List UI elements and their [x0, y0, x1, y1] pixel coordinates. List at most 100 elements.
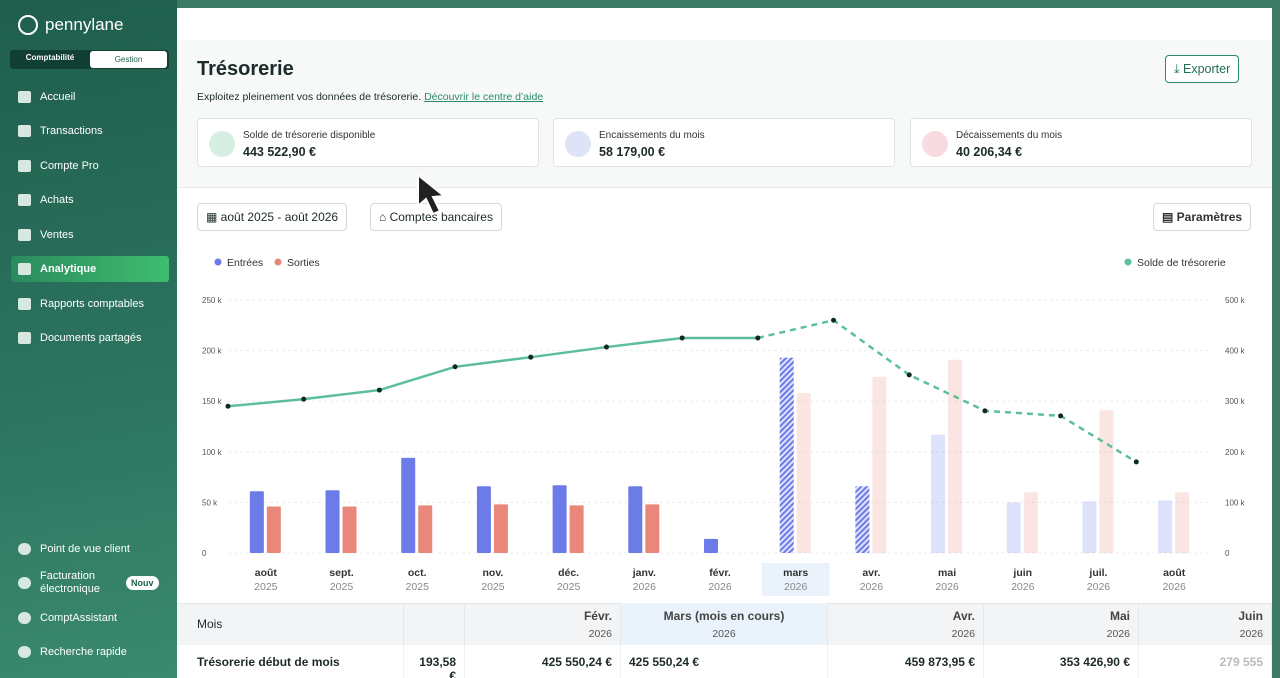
nav-label: Accueil — [40, 91, 76, 103]
legend-swatch — [274, 258, 282, 266]
bar — [931, 434, 946, 553]
bar — [418, 505, 433, 553]
toggle-option[interactable]: Gestion — [90, 51, 167, 68]
x-tick-label: déc. — [558, 567, 579, 579]
y2-tick-label: 100 k — [1225, 498, 1246, 507]
bar — [779, 357, 794, 553]
x-tick-label: févr. — [709, 567, 731, 579]
settings-label: Paramètres — [1176, 210, 1243, 224]
y-tick-label: 0 — [202, 549, 207, 558]
line — [227, 336, 758, 408]
nav-item[interactable]: Achats — [18, 189, 74, 211]
toggle-option[interactable]: Comptabilité — [25, 53, 75, 62]
active-bg — [11, 256, 169, 282]
y-tick-label: 200 k — [202, 347, 223, 356]
bar — [948, 359, 963, 553]
settings-button[interactable]: ▤ Paramètres — [1153, 203, 1252, 231]
y-tick-label: 50 k — [202, 498, 218, 507]
bar — [645, 504, 660, 553]
kpi-card: Solde de trésorerie disponible 443 522,90… — [197, 118, 539, 167]
nav-label: Documents partagés — [40, 332, 142, 344]
nav-label: Transactions — [40, 125, 103, 137]
y-tick-label: 250 k — [202, 296, 223, 305]
x-tick-year: 2025 — [481, 581, 505, 593]
table-cell: 193,58 € — [404, 645, 465, 678]
subtitle: Exploitez pleinement vos données de trés… — [197, 91, 543, 103]
nav-label: Rapports comptables — [40, 298, 144, 310]
kpi-label: Solde de trésorerie disponible — [243, 130, 376, 141]
badge: Nouv — [126, 576, 159, 590]
y2-tick-label: 400 k — [1225, 347, 1246, 356]
column-year: 2026 — [951, 628, 975, 640]
nav-item[interactable]: Rapports comptables — [18, 293, 144, 315]
nav-label: Compte Pro — [40, 160, 99, 172]
nav-item[interactable]: Point de vue client — [18, 538, 130, 560]
nav-item[interactable]: ComptAssistant — [18, 607, 117, 629]
x-tick-year: 2025 — [406, 581, 430, 593]
bar — [342, 506, 357, 553]
table-cell: 459 873,95 € — [828, 645, 984, 678]
x-tick-year: 2026 — [633, 581, 657, 593]
help-link[interactable]: Découvrir le centre d’aide — [424, 91, 544, 103]
x-tick-year: 2026 — [860, 581, 884, 593]
column-title: Avr. — [952, 609, 975, 623]
period-button[interactable]: ▦ août 2025 - août 2026 — [197, 203, 348, 231]
nav-item[interactable]: Recherche rapide — [18, 641, 127, 663]
bar — [704, 538, 718, 553]
x-tick-label: janv. — [632, 567, 656, 579]
bar — [855, 486, 870, 553]
bar — [872, 376, 887, 553]
table-header-cell: Mois — [177, 603, 404, 645]
nav-item[interactable]: Transactions — [18, 120, 103, 142]
export-label: Exporter — [1183, 62, 1231, 76]
x-tick-label: nov. — [483, 567, 504, 579]
x-tick-label: oct. — [408, 567, 427, 579]
bar — [476, 486, 491, 553]
x-tick-year: 2025 — [254, 581, 278, 593]
column-title: Mois — [197, 617, 223, 631]
x-tick-label: août — [1163, 567, 1186, 579]
nav-item[interactable]: Documents partagés — [18, 327, 142, 349]
point — [603, 344, 609, 350]
nav-item[interactable]: Accueil — [18, 86, 75, 108]
bar — [1099, 410, 1114, 553]
highlight-band — [761, 563, 830, 596]
table-header-cell: Mars (mois en cours) 2026 — [621, 603, 828, 645]
bar — [1006, 502, 1021, 553]
point — [1133, 459, 1139, 465]
column-title: Mai — [1109, 609, 1130, 623]
nav-item[interactable]: Ventes — [18, 224, 74, 246]
bar — [1175, 492, 1190, 553]
nav-item[interactable]: Analytique — [18, 258, 96, 280]
legend-label: Solde de trésorerie — [1137, 257, 1226, 269]
nav-item[interactable]: Facturation électronique — [18, 569, 108, 597]
nav-label: Point de vue client — [40, 543, 130, 555]
cursor — [417, 172, 447, 216]
y2-tick-label: 300 k — [1225, 397, 1246, 406]
bar — [266, 506, 281, 553]
bar — [1082, 501, 1097, 553]
kpi-label: Encaissements du mois — [599, 130, 705, 141]
x-tick-year: 2025 — [330, 581, 354, 593]
point — [528, 354, 534, 360]
subtitle-text: Exploitez pleinement vos données de trés… — [197, 91, 422, 103]
nav-label: Recherche rapide — [40, 646, 127, 658]
main-panel: Trésorerie Exploitez pleinement vos donn… — [177, 8, 1272, 678]
legend-swatch — [1124, 258, 1132, 266]
table-cell: 425 550,24 € — [621, 645, 828, 678]
bar — [552, 485, 567, 553]
x-tick-label: avr. — [862, 567, 880, 579]
column-title: Mars (mois en cours) — [663, 609, 785, 623]
nav-label: Analytique — [40, 263, 97, 275]
export-button[interactable]: ⤓ Exporter — [1165, 55, 1240, 83]
point — [982, 408, 988, 414]
kpi-label: Décaissements du mois — [956, 130, 1063, 141]
point — [225, 403, 231, 409]
y2-tick-label: 200 k — [1225, 448, 1246, 457]
column-title: Juin — [1238, 609, 1263, 623]
bar — [493, 504, 508, 553]
nav-item[interactable]: Compte Pro — [18, 155, 99, 177]
nav-label: Ventes — [40, 229, 74, 241]
